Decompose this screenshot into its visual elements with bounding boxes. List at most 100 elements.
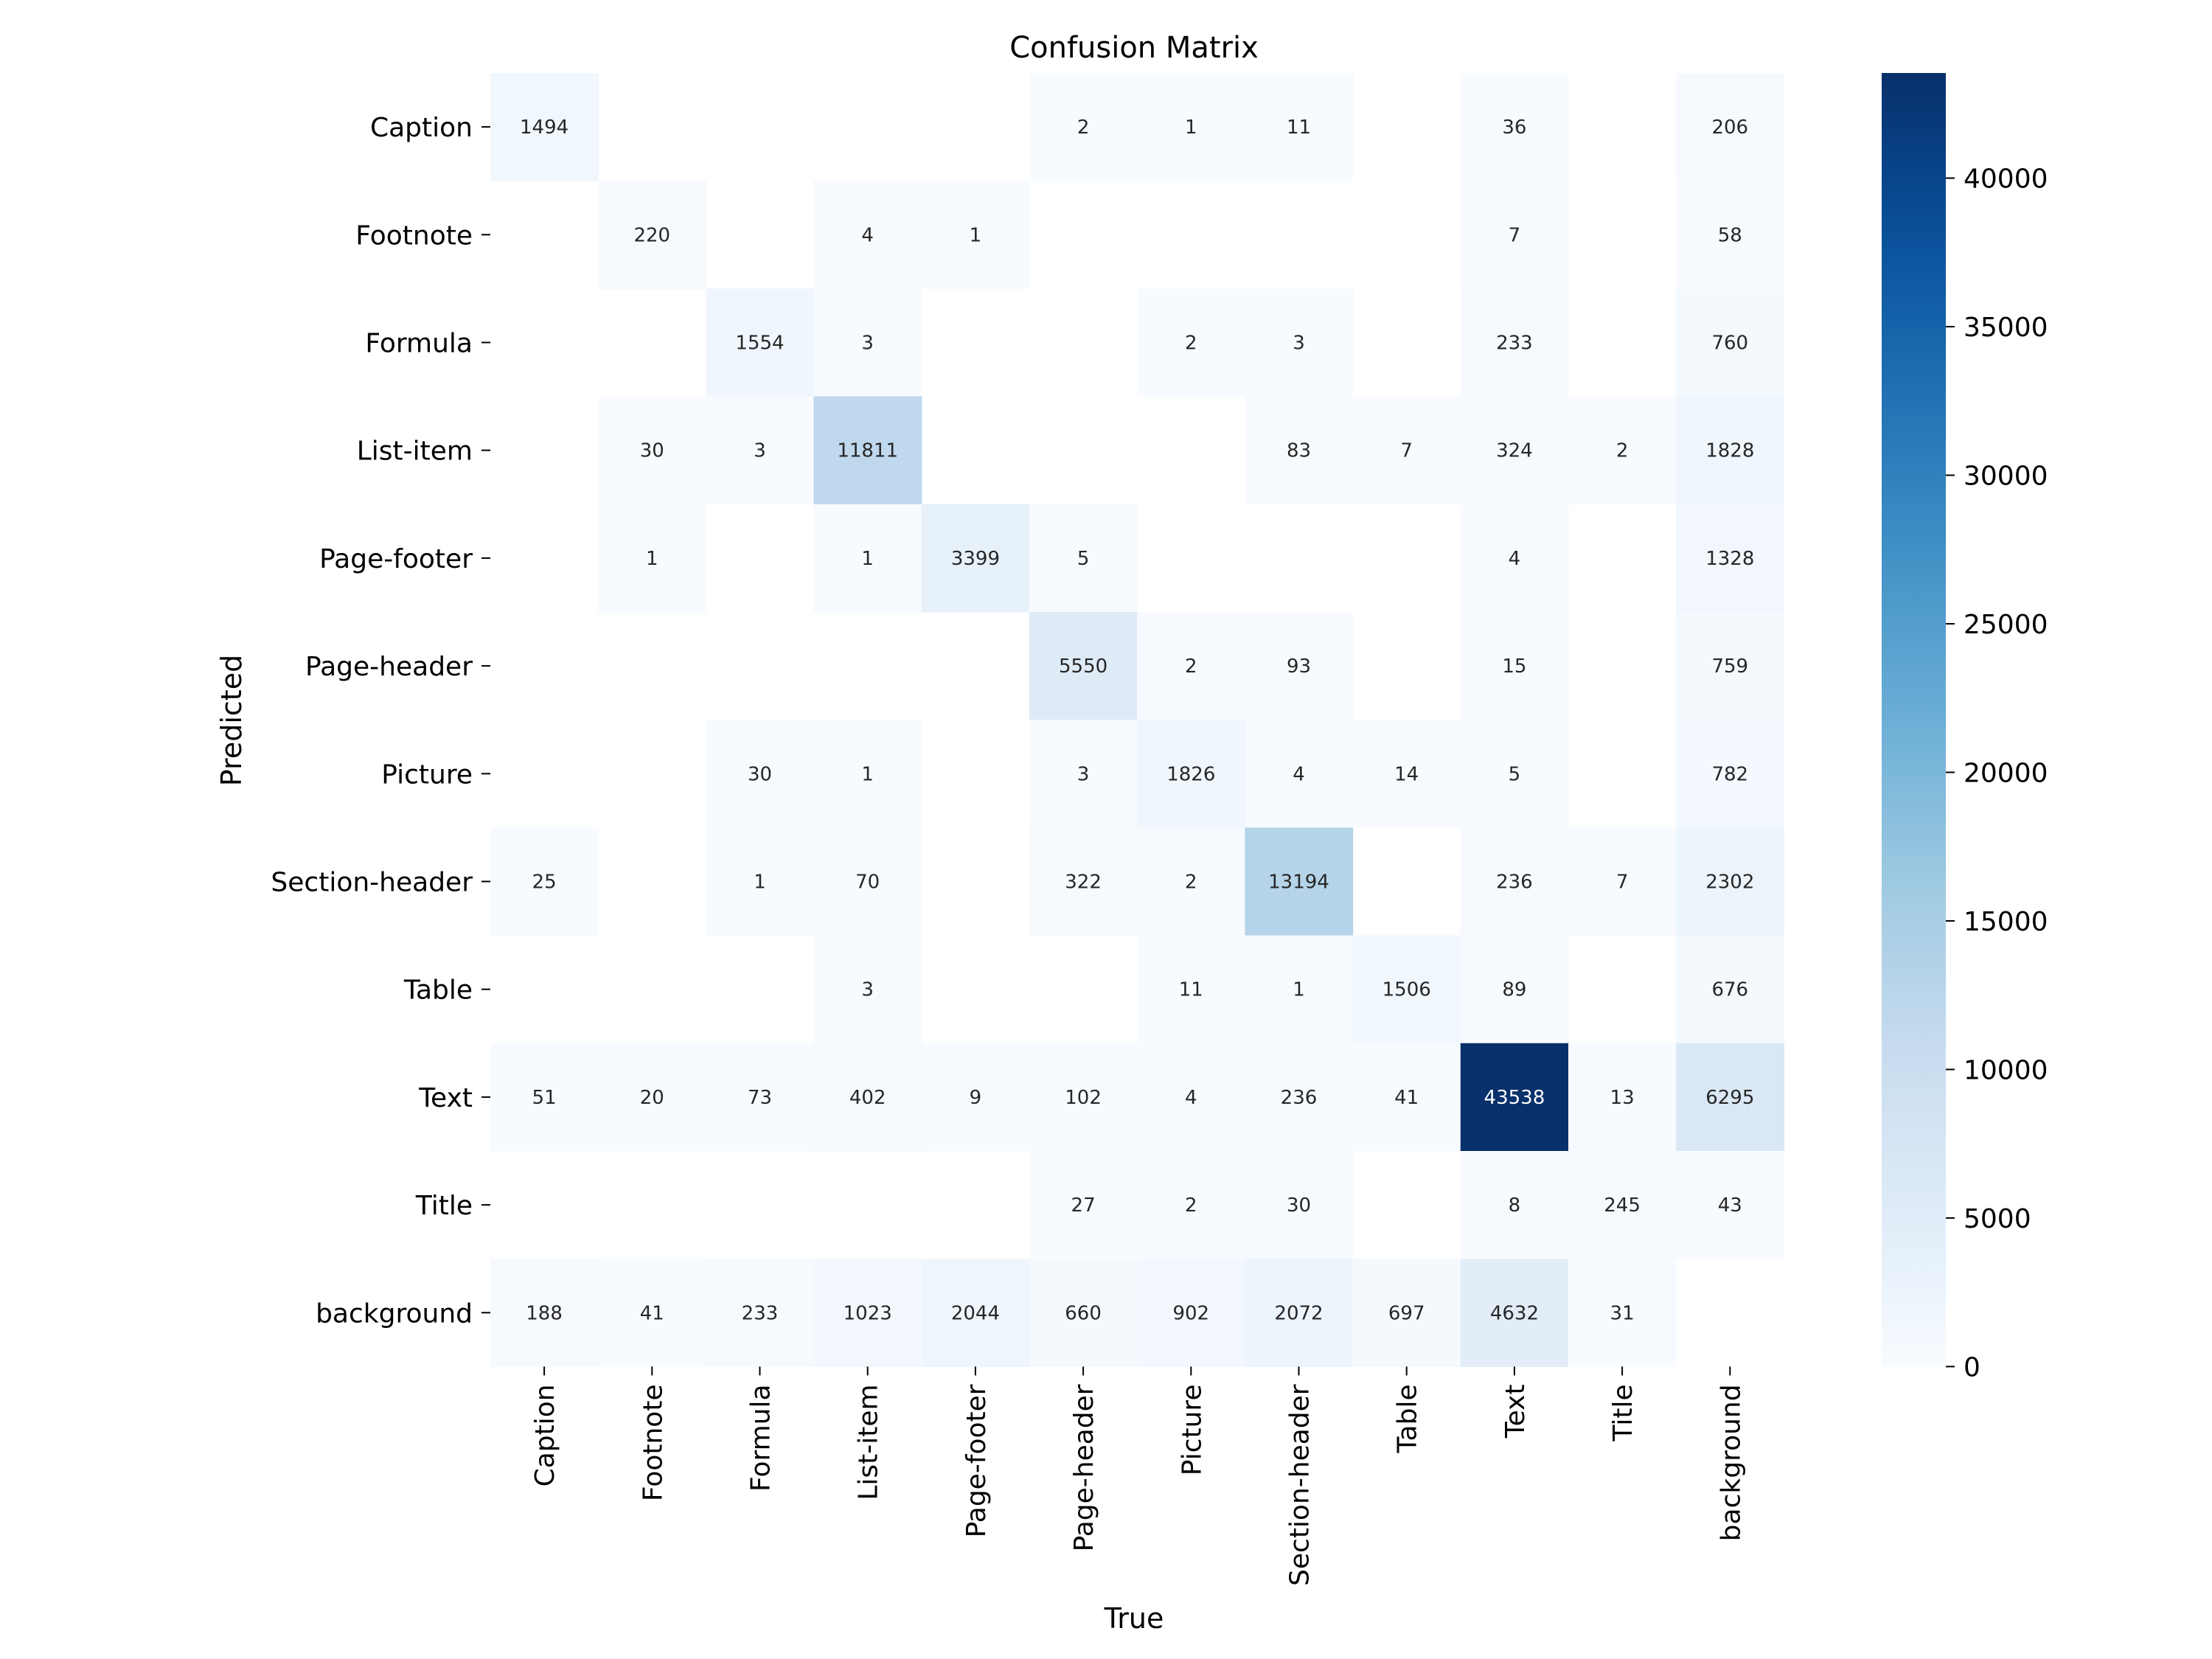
heatmap-cell	[921, 1259, 1030, 1367]
cell-value-label: 760	[1711, 333, 1748, 355]
cell-value-label: 43538	[1484, 1087, 1545, 1109]
heatmap-cell	[1460, 1259, 1569, 1367]
heatmap-cell	[1460, 827, 1569, 936]
y-tick-label: Formula	[365, 329, 473, 359]
y-tick-label: Text	[418, 1083, 473, 1113]
heatmap-cell	[1676, 935, 1784, 1044]
x-tick-label: Formula	[746, 1384, 776, 1492]
heatmap-cell	[1676, 73, 1784, 181]
cell-value-label: 1826	[1166, 763, 1215, 785]
heatmap-cell	[1676, 181, 1784, 289]
colorbar-tick-label: 0	[1964, 1352, 1980, 1382]
x-tick-label: Text	[1500, 1384, 1531, 1439]
colorbar-tick-label: 15000	[1964, 907, 2048, 937]
heatmap-cell	[1568, 1151, 1677, 1259]
cell-value-label: 73	[748, 1087, 772, 1109]
cell-value-label: 7	[1400, 440, 1413, 462]
heatmap-cell	[1460, 288, 1569, 397]
cell-value-label: 58	[1718, 224, 1742, 246]
y-axis-label: Predicted	[215, 655, 248, 786]
heatmap-cell	[921, 1043, 1030, 1152]
cell-value-label: 236	[1281, 1087, 1318, 1109]
heatmap-cell	[1245, 827, 1354, 936]
cell-value-label: 1023	[844, 1302, 892, 1324]
cell-value-label: 188	[526, 1302, 563, 1324]
heatmap-cell	[1676, 827, 1784, 936]
colorbar-gradient	[1882, 73, 1946, 1367]
cell-value-label: 31	[1610, 1302, 1635, 1324]
heatmap-cell	[1245, 1259, 1354, 1367]
heatmap-cell	[1029, 612, 1138, 720]
heatmap-cell	[1137, 288, 1245, 397]
y-axis-ticks: Caption Footnote Formula List-item Page-foot…	[271, 113, 490, 1329]
cell-value-label: 324	[1496, 440, 1533, 462]
cell-value-label: 1494	[520, 116, 568, 139]
x-tick-label: Page-header	[1069, 1384, 1099, 1551]
heatmap-cell	[1245, 935, 1354, 1044]
cell-value-label: 6295	[1705, 1087, 1754, 1109]
colorbar-tick-label: 10000	[1964, 1055, 2048, 1085]
colorbar-tick-label: 20000	[1964, 758, 2048, 788]
heatmap-cell	[598, 181, 706, 289]
colorbar-tick-label: 30000	[1964, 462, 2048, 492]
heatmap-cell	[1568, 1259, 1677, 1367]
y-tick-label: Caption	[370, 113, 473, 143]
heatmap-cell	[1029, 1043, 1138, 1152]
cell-value-label: 41	[640, 1302, 664, 1324]
heatmap-cell	[1676, 504, 1784, 613]
heatmap-cell	[490, 827, 599, 936]
cell-value-label: 2	[1616, 440, 1629, 462]
heatmap-cell	[1352, 720, 1461, 828]
cell-value-label: 5	[1077, 548, 1090, 570]
cell-value-label: 1	[646, 548, 658, 570]
heatmap-cell	[1137, 1259, 1245, 1367]
cell-value-label: 402	[849, 1087, 886, 1109]
x-tick-label: Page-footer	[961, 1384, 992, 1537]
cell-value-label: 3399	[951, 548, 1000, 570]
heatmap-cell	[813, 288, 922, 397]
cell-value-label: 4632	[1490, 1302, 1539, 1324]
cell-value-label: 30	[748, 763, 772, 785]
cell-value-label: 220	[633, 224, 670, 246]
cell-value-label: 206	[1711, 116, 1748, 139]
cell-value-label: 2	[1077, 116, 1090, 139]
heatmap-cell	[813, 720, 922, 828]
cell-value-label: 3	[861, 979, 874, 1001]
cell-value-label: 4	[1185, 1087, 1197, 1109]
cell-value-label: 2044	[951, 1302, 1000, 1324]
heatmap-cell	[813, 935, 922, 1044]
cell-value-label: 15	[1502, 655, 1526, 678]
cell-value-label: 20	[640, 1087, 664, 1109]
heatmap-cell	[1676, 612, 1784, 720]
heatmap-cell	[706, 720, 815, 828]
heatmap-cell	[1568, 827, 1677, 936]
cell-value-label: 11811	[837, 440, 898, 462]
heatmap-cell	[706, 288, 815, 397]
heatmap-cell	[1137, 827, 1245, 936]
cell-value-label: 676	[1711, 979, 1748, 1001]
cell-value-label: 759	[1711, 655, 1748, 678]
heatmap-cell	[598, 1043, 706, 1152]
cell-value-label: 8	[1509, 1194, 1521, 1217]
colorbar-tick-label: 5000	[1964, 1204, 2031, 1234]
cell-value-label: 27	[1071, 1194, 1096, 1217]
cell-value-label: 51	[532, 1087, 557, 1109]
cell-value-label: 782	[1711, 763, 1748, 785]
heatmap-cell	[1352, 396, 1461, 505]
heatmap-cell	[1137, 1151, 1245, 1259]
x-tick-label: Caption	[530, 1384, 560, 1486]
cell-value-label: 11	[1287, 116, 1311, 139]
cell-value-label: 3	[861, 333, 874, 355]
heatmap-cell	[1676, 1043, 1784, 1152]
colorbar-tick-label: 40000	[1964, 164, 2048, 195]
cell-value-label: 11	[1179, 979, 1203, 1001]
heatmap-cell	[1568, 396, 1677, 505]
heatmap-cell	[1245, 612, 1354, 720]
cell-value-label: 233	[742, 1302, 779, 1324]
heatmap-cell	[1245, 396, 1354, 505]
cell-value-label: 3	[1293, 333, 1305, 355]
heatmap-cell	[813, 181, 922, 289]
y-tick-label: Table	[403, 975, 473, 1006]
